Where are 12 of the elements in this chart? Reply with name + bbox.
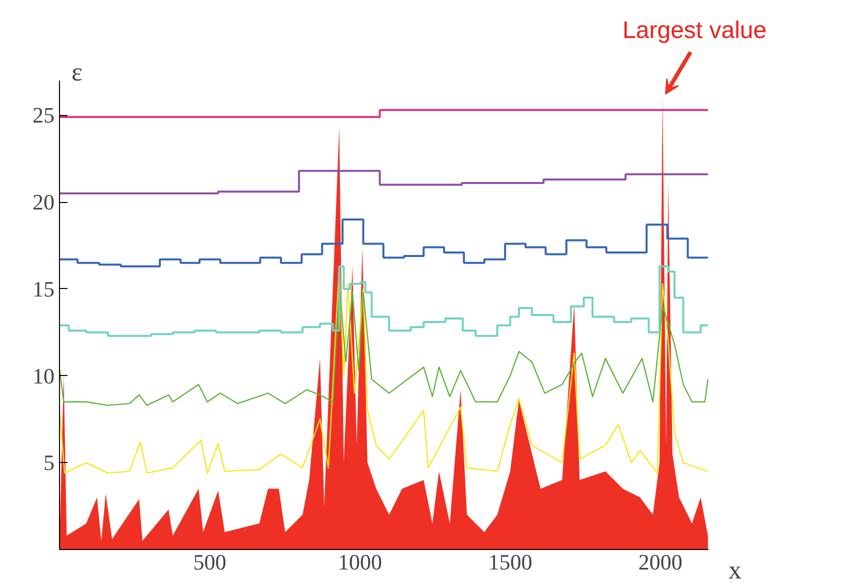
x-tick-label: 1000 [338, 550, 382, 574]
y-axis-title: ε [72, 58, 82, 86]
x-tick-label: 1500 [488, 550, 532, 574]
annotation: Largest value [622, 17, 767, 44]
y-tick-label: 25 [32, 102, 54, 128]
x-axis-title: x [728, 556, 742, 584]
x-tick-label: 2000 [638, 550, 682, 574]
y-tick-label: 15 [32, 276, 54, 302]
y-tick-label: 5 [44, 450, 54, 476]
x-tick-label: 500 [193, 550, 226, 574]
y-tick-label: 10 [32, 363, 54, 388]
y-tick-label: 20 [32, 190, 54, 215]
